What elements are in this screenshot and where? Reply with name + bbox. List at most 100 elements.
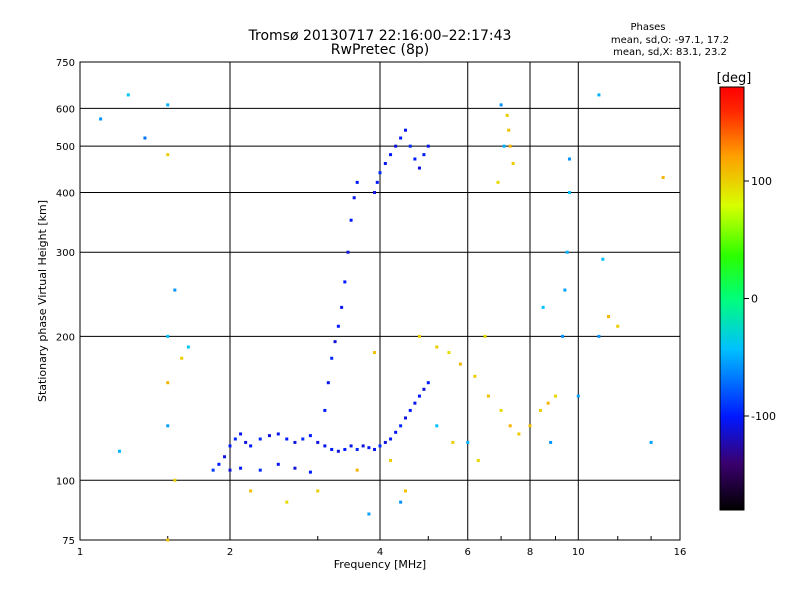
- data-point: [517, 432, 521, 436]
- data-point: [597, 334, 601, 338]
- data-point: [126, 93, 130, 97]
- data-point: [426, 144, 430, 148]
- data-point: [373, 447, 377, 451]
- data-point: [378, 171, 382, 175]
- data-point: [394, 430, 398, 434]
- data-point: [403, 489, 407, 493]
- y-axis-label: Stationary phase Virtual Height [km]: [36, 200, 49, 402]
- data-point: [661, 175, 665, 179]
- data-point: [343, 280, 347, 284]
- data-point: [483, 334, 487, 338]
- data-point: [258, 437, 262, 441]
- data-point: [473, 374, 477, 378]
- data-point: [166, 103, 170, 107]
- y-tick-labels: 75 100 200 300 400 500 600 750: [56, 58, 75, 547]
- data-point: [403, 128, 407, 132]
- data-point: [186, 345, 190, 349]
- x-tick-label: 8: [527, 547, 533, 558]
- data-point: [408, 144, 412, 148]
- data-point: [422, 387, 426, 391]
- data-point: [541, 305, 545, 309]
- grid-lines: [80, 62, 680, 540]
- data-point: [267, 434, 271, 438]
- data-point: [276, 432, 280, 436]
- data-point: [336, 449, 340, 453]
- data-point: [549, 440, 553, 444]
- y-tick-label: 400: [56, 188, 75, 199]
- data-point: [502, 144, 506, 148]
- data-point: [355, 447, 359, 451]
- phases-title: Phases: [630, 22, 665, 33]
- colorbar-tick-label: 0: [751, 293, 758, 306]
- data-point: [451, 440, 455, 444]
- phases-o-stats: mean, sd,O: -97.1, 17.2: [611, 35, 729, 46]
- data-point: [166, 538, 170, 542]
- chart-title: Tromsø 20130717 22:16:00–22:17:43: [248, 28, 512, 44]
- data-point: [316, 440, 320, 444]
- data-point: [355, 180, 359, 184]
- data-point: [508, 144, 512, 148]
- data-point: [143, 136, 147, 140]
- x-tick-label: 4: [377, 547, 383, 558]
- x-tick-label: 1: [77, 547, 83, 558]
- data-point: [166, 424, 170, 428]
- x-tick-label: 2: [227, 547, 233, 558]
- data-point: [228, 468, 232, 472]
- data-point: [567, 157, 571, 161]
- data-point: [349, 218, 353, 222]
- data-point: [373, 351, 377, 355]
- data-point: [539, 408, 543, 412]
- data-point: [466, 440, 470, 444]
- data-point: [330, 356, 334, 360]
- data-point: [403, 416, 407, 420]
- data-point: [389, 458, 393, 462]
- data-point: [239, 466, 243, 470]
- colorbar-tick-label: 100: [751, 175, 772, 188]
- data-point: [476, 458, 480, 462]
- data-point: [426, 381, 430, 385]
- data-point: [422, 153, 426, 157]
- data-point: [323, 408, 327, 412]
- data-point: [413, 401, 417, 405]
- data-point: [383, 440, 387, 444]
- data-point: [383, 161, 387, 165]
- data-point: [316, 489, 320, 493]
- y-tick-label: 600: [56, 104, 75, 115]
- data-point: [508, 424, 512, 428]
- data-point: [435, 424, 439, 428]
- data-point: [607, 315, 611, 319]
- data-point: [435, 345, 439, 349]
- data-point: [649, 440, 653, 444]
- x-tick-label: 6: [465, 547, 471, 558]
- data-point: [99, 117, 103, 121]
- data-point: [217, 462, 221, 466]
- data-point: [399, 500, 403, 504]
- data-point: [507, 128, 511, 132]
- data-point: [301, 437, 305, 441]
- data-point: [458, 362, 462, 366]
- data-point: [567, 190, 571, 194]
- data-point: [375, 180, 379, 184]
- data-point: [546, 401, 550, 405]
- data-point: [417, 394, 421, 398]
- data-point: [343, 447, 347, 451]
- data-point: [285, 437, 289, 441]
- data-point: [496, 180, 500, 184]
- data-point: [505, 113, 509, 117]
- data-point: [323, 444, 327, 448]
- data-point: [413, 157, 417, 161]
- data-point: [293, 440, 297, 444]
- data-point: [166, 381, 170, 385]
- data-point: [561, 334, 565, 338]
- data-point: [173, 288, 177, 292]
- x-axis-label: Frequency [MHz]: [334, 558, 426, 571]
- data-point: [173, 478, 177, 482]
- y-tick-label: 750: [56, 58, 75, 69]
- data-point: [293, 466, 297, 470]
- data-point: [576, 394, 580, 398]
- data-point: [239, 432, 243, 436]
- data-point: [117, 449, 121, 453]
- data-point: [565, 250, 569, 254]
- y-tick-label: 300: [56, 248, 75, 259]
- data-point: [228, 444, 232, 448]
